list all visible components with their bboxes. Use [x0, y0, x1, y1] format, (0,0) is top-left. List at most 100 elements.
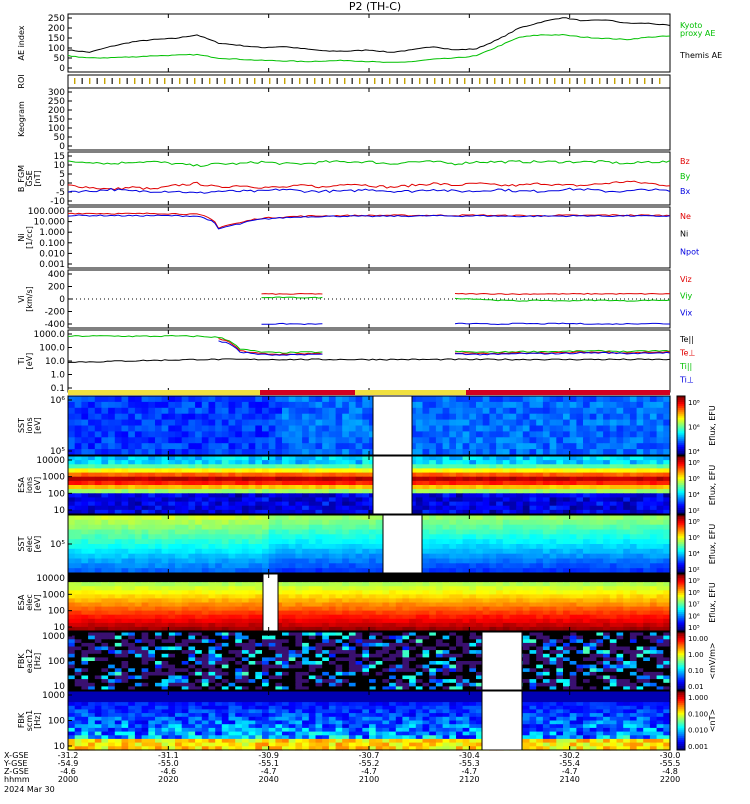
esa-elec-pixel — [229, 623, 236, 628]
esa-ions-pixel — [108, 477, 115, 482]
sst-ions-pixel — [108, 414, 115, 421]
esa-ions-pixel — [275, 468, 282, 473]
fbk-eac-pixel — [222, 632, 229, 636]
sst-ions-pixel — [242, 420, 249, 427]
sst-elec-pixel — [369, 515, 376, 520]
esa-elec-pixel — [215, 598, 222, 603]
sst-elec-pixel — [376, 530, 383, 535]
sst-elec-pixel — [576, 554, 583, 559]
esa-ions-pixel — [148, 506, 155, 511]
esa-ions-pixel — [603, 502, 610, 507]
esa-ions-pixel — [596, 506, 603, 511]
esa-ions-pixel — [463, 489, 470, 494]
esa-elec-pixel — [576, 586, 583, 591]
sst-elec-pixel — [88, 563, 95, 568]
esa-ions-pixel — [550, 481, 557, 486]
sst-elec-pixel — [255, 525, 262, 530]
esa-ions-pixel — [235, 485, 242, 490]
sst-ions-pixel — [476, 431, 483, 438]
esa-ions-pixel — [275, 477, 282, 482]
esa-elec-pixel — [510, 582, 517, 587]
sst-ions-pixel — [423, 431, 430, 438]
esa-ions-pixel — [275, 485, 282, 490]
esa-ions-pixel — [269, 464, 276, 469]
sst-elec-pixel — [576, 520, 583, 525]
sst-ions-pixel — [209, 426, 216, 433]
fbk-eac-pixel — [162, 639, 169, 643]
sst-elec-pixel — [456, 554, 463, 559]
sst-elec-pixel — [543, 534, 550, 539]
sst-elec-pixel — [235, 563, 242, 568]
esa-elec-pixel — [362, 598, 369, 603]
sst-ions-pixel — [503, 396, 510, 403]
esa-ions-pixel — [182, 477, 189, 482]
fbk-eac-pixel — [643, 636, 650, 640]
sst-ions-pixel — [195, 408, 202, 415]
esa-elec-pixel — [556, 607, 563, 612]
esa-elec-pixel — [95, 578, 102, 583]
esa-ions-pixel — [142, 502, 149, 507]
esa-elec-pixel — [175, 615, 182, 620]
esa-elec-pixel — [423, 586, 430, 591]
esa-ions-pixel — [637, 477, 644, 482]
esa-ions-pixel — [603, 493, 610, 498]
esa-ions-pixel — [476, 460, 483, 465]
esa-ions-pixel — [269, 506, 276, 511]
sst-elec-pixel — [643, 563, 650, 568]
esa-elec-pixel — [630, 590, 637, 595]
esa-elec-pixel — [402, 611, 409, 616]
esa-ions-pixel — [322, 497, 329, 502]
sst-elec-pixel — [95, 554, 102, 559]
esa-elec-pixel — [429, 619, 436, 624]
esa-elec-pixel — [610, 574, 617, 579]
fbk-eac-pixel — [155, 632, 162, 636]
esa-elec-pixel — [583, 619, 590, 624]
sst-elec-pixel — [443, 549, 450, 554]
sst-elec-pixel — [637, 530, 644, 535]
sst-ions-pixel — [108, 426, 115, 433]
sst-ions-pixel — [115, 431, 122, 438]
esa-ions-pixel — [101, 456, 108, 461]
esa-ions-pixel — [449, 481, 456, 486]
sst-elec-pixel — [242, 559, 249, 564]
sst-ions-pixel — [556, 431, 563, 438]
sst-ions-pixel — [182, 402, 189, 409]
ti-legend-entry: Ti|| — [679, 362, 692, 371]
sst-ions-pixel — [630, 443, 637, 450]
esa-elec-pixel — [182, 603, 189, 608]
esa-elec-pixel — [75, 574, 82, 579]
sst-elec-pixel — [443, 544, 450, 549]
sst-ions-pixel — [463, 437, 470, 444]
esa-elec-pixel — [342, 603, 349, 608]
sst-elec-pixel — [215, 559, 222, 564]
esa-ions-pixel — [88, 493, 95, 498]
sst-elec-pixel — [81, 530, 88, 535]
esa-elec-pixel — [583, 611, 590, 616]
sst-ions-pixel — [215, 396, 222, 403]
esa-elec-pixel — [489, 611, 496, 616]
esa-elec-pixel — [617, 615, 624, 620]
esa-elec-pixel — [222, 619, 229, 624]
sst-elec-pixel — [148, 544, 155, 549]
esa-ions-pixel — [262, 485, 269, 490]
esa-elec-pixel — [623, 623, 630, 628]
esa-ions-pixel — [142, 497, 149, 502]
esa-ions-pixel — [617, 489, 624, 494]
esa-ions-pixel — [630, 468, 637, 473]
esa-elec-pixel — [122, 594, 129, 599]
esa-ions-pixel — [456, 502, 463, 507]
sst-elec-pixel — [583, 520, 590, 525]
esa-ions-pixel — [81, 464, 88, 469]
esa-ions-pixel — [570, 464, 577, 469]
esa-ions-pixel — [295, 506, 302, 511]
sst-ions-pixel — [356, 396, 363, 403]
sst-elec-pixel — [489, 544, 496, 549]
sst-elec-pixel — [188, 554, 195, 559]
sst-elec-pixel — [148, 520, 155, 525]
esa-elec-pixel — [148, 574, 155, 579]
sst-elec-pixel — [623, 563, 630, 568]
esa-elec-pixel — [429, 611, 436, 616]
sst-ions-pixel — [275, 414, 282, 421]
esa-elec-pixel — [429, 598, 436, 603]
roi-marker — [164, 78, 165, 84]
